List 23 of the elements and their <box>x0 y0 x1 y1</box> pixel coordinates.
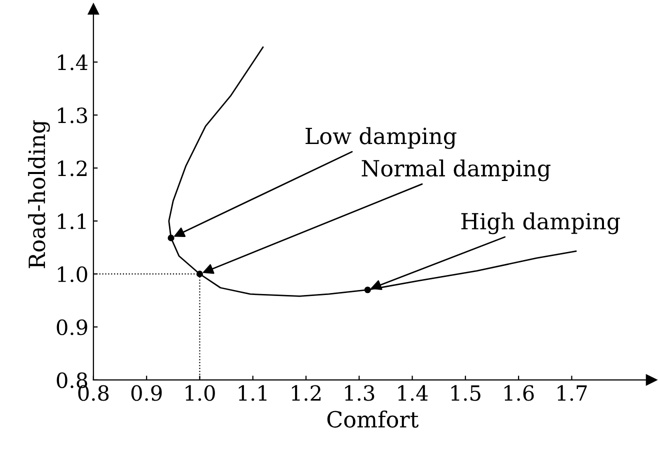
point <box>364 286 371 294</box>
x-axis-title: Comfort <box>327 410 419 428</box>
y-tick-label: 1.4 <box>58 54 88 70</box>
x-tick-label: 1.0 <box>186 385 215 401</box>
point <box>168 234 174 242</box>
x-tick-label: 0.9 <box>131 385 162 401</box>
x-tick-label: 1.6 <box>504 385 534 401</box>
y-tick-label: 0.9 <box>56 319 88 336</box>
y-tick-label: 1.3 <box>58 108 88 124</box>
y-axis-title: Road-holding <box>28 120 50 268</box>
y-tick-label: 1.1 <box>58 213 86 230</box>
x-tick-label: 1.7 <box>558 385 587 401</box>
annotation: High damping <box>461 212 620 234</box>
annotation: Normal damping <box>362 159 550 182</box>
annotation: Low damping <box>306 127 456 149</box>
point <box>196 270 204 278</box>
y-tick-label: 1.0 <box>58 266 88 282</box>
x-tick-label: 1.5 <box>451 385 480 401</box>
x-tick-label: 1.1 <box>238 385 266 401</box>
x-tick-label: 1.2 <box>292 385 321 401</box>
x-tick-label: 1.4 <box>398 385 428 401</box>
y-tick-label: 1.2 <box>58 160 87 176</box>
x-tick-label: 1.3 <box>345 385 374 401</box>
